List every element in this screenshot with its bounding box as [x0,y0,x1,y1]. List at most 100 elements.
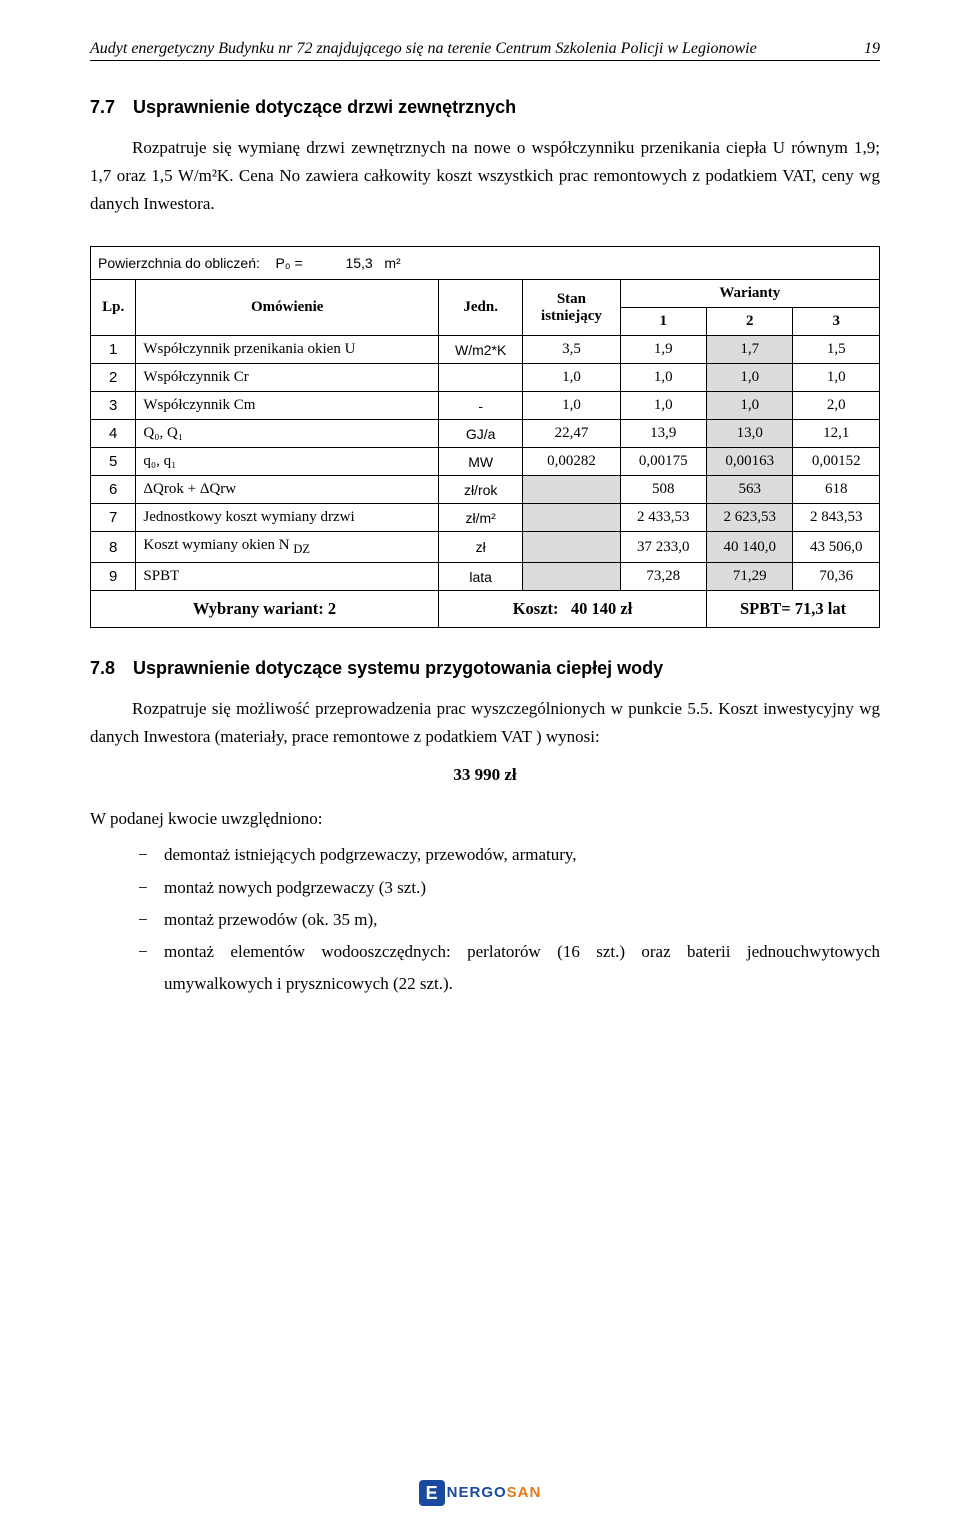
cell-desc: SPBT [136,563,439,591]
cell-unit: zł/m² [439,504,523,532]
cell-v1: 73,28 [620,563,706,591]
summary-spbt: SPBT= 71,3 lat [707,591,880,628]
summary-cost-value: 40 140 zł [571,599,632,618]
cell-stan: 1,0 [523,364,620,392]
cell-unit: - [439,392,523,420]
cell-unit: lata [439,563,523,591]
cell-v3: 12,1 [793,420,880,448]
cell-lp: 4 [91,420,136,448]
cell-stan: 1,0 [523,392,620,420]
table-row: 5q₀, q₁MW0,002820,001750,001630,00152 [91,448,880,476]
cell-v3: 618 [793,476,880,504]
table-row: 4Q₀, Q₁GJ/a22,4713,913,012,1 [91,420,880,448]
section-7-8-heading: 7.8Usprawnienie dotyczące systemu przygo… [90,658,880,679]
table-row: 1Współczynnik przenikania okien UW/m2*K3… [91,336,880,364]
cell-v2: 13,0 [707,420,793,448]
list-intro: W podanej kwocie uwzględniono: [90,805,880,833]
cell-v2: 71,29 [707,563,793,591]
cell-v2: 40 140,0 [707,532,793,563]
th-jedn: Jedn. [439,280,523,336]
cell-unit: MW [439,448,523,476]
summary-variant: Wybrany wariant: 2 [91,591,439,628]
cell-v2: 1,0 [707,364,793,392]
cell-lp: 2 [91,364,136,392]
header-title: Audyt energetyczny Budynku nr 72 znajduj… [90,40,757,58]
cell-v3: 1,0 [793,364,880,392]
cell-v2: 1,7 [707,336,793,364]
cell-v2: 0,00163 [707,448,793,476]
surface-label: Powierzchnia do obliczeń: [98,255,260,271]
summary-cost-label: Koszt: [513,599,559,618]
th-omow: Omówienie [136,280,439,336]
cell-v3: 0,00152 [793,448,880,476]
cell-v3: 70,36 [793,563,880,591]
th-stan: Stan istniejący [523,280,620,336]
cell-v2: 2 623,53 [707,504,793,532]
table-header-row-1: Lp. Omówienie Jedn. Stan istniejący Wari… [91,280,880,308]
cell-stan: 3,5 [523,336,620,364]
cell-lp: 8 [91,532,136,563]
cell-desc: Koszt wymiany okien N DZ [136,532,439,563]
cell-v1: 2 433,53 [620,504,706,532]
cell-desc: Współczynnik Cr [136,364,439,392]
cell-desc: Współczynnik przenikania okien U [136,336,439,364]
cell-v3: 1,5 [793,336,880,364]
footer: E NERGOSAN [0,1480,960,1506]
section-7-8-num: 7.8 [90,658,115,678]
cell-v3: 2 843,53 [793,504,880,532]
cell-stan [523,532,620,563]
section-7-7-title: Usprawnienie dotyczące drzwi zewnętrznyc… [133,97,516,117]
list-item: montaż przewodów (ok. 35 m), [164,904,880,936]
table-row: 6ΔQrok + ΔQrwzł/rok508563618 [91,476,880,504]
surface-row: Powierzchnia do obliczeń: P₀ = 15,3 m² [91,247,880,280]
cell-v1: 37 233,0 [620,532,706,563]
th-lp: Lp. [91,280,136,336]
table-row: 3Współczynnik Cm-1,01,01,02,0 [91,392,880,420]
cell-v1: 13,9 [620,420,706,448]
summary-row: Wybrany wariant: 2 Koszt: 40 140 zł SPBT… [91,591,880,628]
cell-unit [439,364,523,392]
cell-v1: 0,00175 [620,448,706,476]
table-row: 7Jednostkowy koszt wymiany drzwizł/m² 2 4… [91,504,880,532]
cell-desc: Współczynnik Cm [136,392,439,420]
cell-lp: 1 [91,336,136,364]
cell-unit: GJ/a [439,420,523,448]
cell-desc: ΔQrok + ΔQrw [136,476,439,504]
p0-unit: m² [384,255,400,271]
cell-desc: q₀, q₁ [136,448,439,476]
work-item-list: demontaż istniejących podgrzewaczy, prze… [90,839,880,1000]
cell-lp: 9 [91,563,136,591]
page-number: 19 [864,40,880,58]
cell-lp: 6 [91,476,136,504]
cell-v1: 508 [620,476,706,504]
section-7-7-para: Rozpatruje się wymianę drzwi zewnętrznyc… [90,134,880,218]
cell-v1: 1,9 [620,336,706,364]
cell-lp: 7 [91,504,136,532]
cell-v3: 43 506,0 [793,532,880,563]
cell-lp: 3 [91,392,136,420]
cell-v2: 1,0 [707,392,793,420]
cell-unit: zł/rok [439,476,523,504]
logo-part2: SAN [507,1484,542,1501]
page-header: Audyt energetyczny Budynku nr 72 znajduj… [90,40,880,61]
cell-unit: zł [439,532,523,563]
logo: E NERGOSAN [419,1480,542,1506]
table-row: 9SPBTlata 73,2871,2970,36 [91,563,880,591]
audit-table-wrap: Powierzchnia do obliczeń: P₀ = 15,3 m² L… [90,246,880,628]
p0-label: P₀ = [275,255,302,271]
th-w1: 1 [620,308,706,336]
cell-desc: Q₀, Q₁ [136,420,439,448]
cell-desc: Jednostkowy koszt wymiany drzwi [136,504,439,532]
cell-stan: 22,47 [523,420,620,448]
th-w2: 2 [707,308,793,336]
cell-stan [523,476,620,504]
list-item: montaż elementów wodooszczędnych: perlat… [164,936,880,1001]
summary-cost: Koszt: 40 140 zł [439,591,707,628]
list-item: montaż nowych podgrzewaczy (3 szt.) [164,872,880,904]
cell-lp: 5 [91,448,136,476]
logo-mark: E [419,1480,445,1506]
page: Audyt energetyczny Budynku nr 72 znajduj… [0,0,960,1530]
cell-stan [523,563,620,591]
cell-unit: W/m2*K [439,336,523,364]
p0-value: 15,3 [345,255,372,271]
